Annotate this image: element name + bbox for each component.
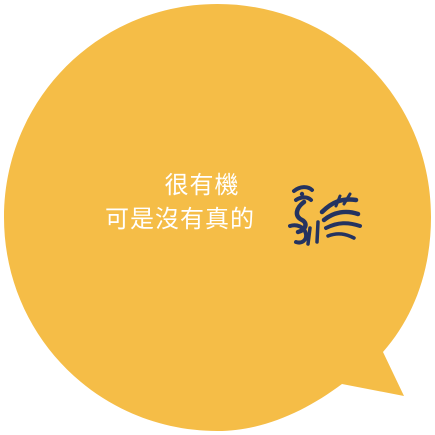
message-line-1: 很有機 (164, 171, 240, 199)
rooster-logo-icon (288, 185, 362, 246)
message-line-2: 可是沒有真的 (105, 205, 255, 233)
bubble-message: 很有機 可是沒有真的 (60, 168, 300, 236)
